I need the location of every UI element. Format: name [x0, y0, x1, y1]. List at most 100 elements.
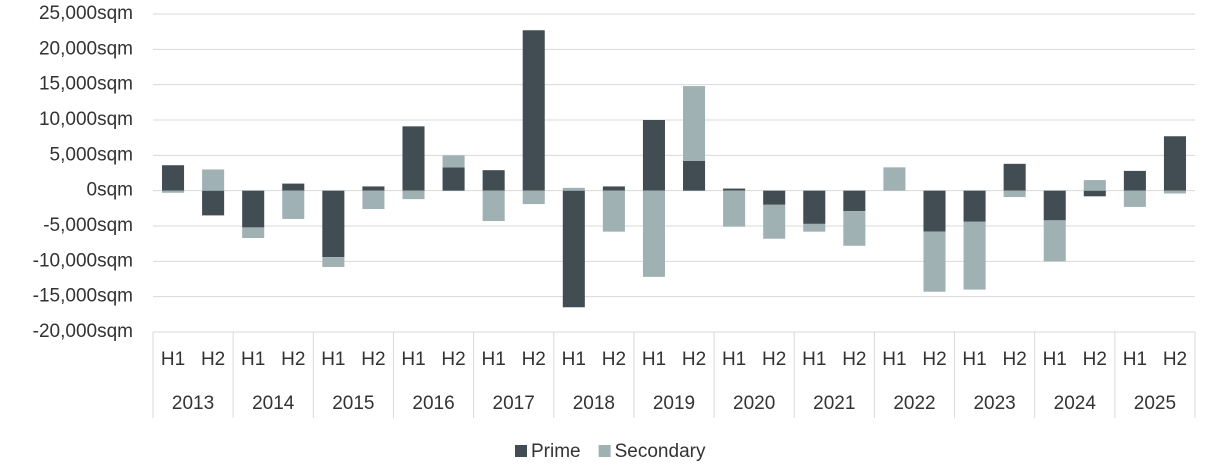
bar: [602, 190, 625, 232]
y-tick-label: 20,000sqm: [39, 38, 133, 59]
legend-label: Secondary: [615, 441, 706, 462]
group-label: 2020: [733, 393, 775, 414]
x-tick-label: H1: [401, 349, 425, 370]
bar: [402, 126, 425, 191]
bar: [242, 190, 265, 228]
x-tick-label: H2: [602, 349, 626, 370]
group-label: 2025: [1134, 393, 1176, 414]
y-tick-label: 15,000sqm: [39, 74, 133, 95]
bar: [522, 190, 545, 205]
group-label: 2019: [653, 393, 695, 414]
x-tick-label: H2: [842, 349, 866, 370]
x-tick-label: H1: [802, 349, 826, 370]
bar: [683, 160, 706, 191]
bar: [1123, 170, 1146, 191]
bar: [963, 221, 986, 290]
bar: [482, 190, 505, 222]
x-tick-label: H1: [482, 349, 506, 370]
legend-swatch: [515, 445, 527, 457]
group-label: 2024: [1054, 393, 1097, 414]
bar: [1043, 190, 1066, 221]
bar: [642, 190, 665, 277]
bar: [362, 190, 385, 210]
bar: [162, 165, 185, 191]
x-tick-label: H2: [441, 349, 465, 370]
bar: [642, 120, 665, 191]
bar: [602, 186, 625, 191]
bar: [683, 86, 706, 161]
group-label: 2021: [813, 393, 855, 414]
bar: [723, 190, 746, 227]
bar: [963, 190, 986, 222]
bar: [1163, 136, 1186, 191]
bar: [282, 190, 305, 219]
bar: [923, 231, 946, 292]
bar: [763, 204, 786, 239]
group-label: 2023: [973, 393, 1015, 414]
bar: [282, 183, 305, 191]
bar: [322, 257, 345, 267]
group-label: 2022: [893, 393, 935, 414]
bar: [1083, 180, 1106, 191]
bar: [162, 190, 185, 193]
x-tick-label: H2: [1163, 349, 1187, 370]
x-tick-label: H2: [762, 349, 786, 370]
x-tick-label: H2: [281, 349, 305, 370]
x-tick-label: H2: [1003, 349, 1027, 370]
bar: [1083, 190, 1106, 197]
x-tick-label: H1: [321, 349, 345, 370]
bar: [322, 190, 345, 258]
legend-swatch: [598, 445, 611, 457]
bar: [362, 186, 385, 191]
bar: [202, 190, 225, 216]
x-tick-label: H1: [161, 349, 185, 370]
bar: [1043, 220, 1066, 262]
y-tick-label: 25,000sqm: [39, 3, 133, 24]
group-label: 2017: [493, 393, 535, 414]
group-label: 2018: [573, 393, 615, 414]
y-tick-label: 5,000sqm: [50, 144, 133, 165]
bar: [442, 167, 465, 191]
bar: [1123, 190, 1146, 207]
bar: [442, 155, 465, 168]
x-tick-label: H1: [882, 349, 906, 370]
bar: [562, 187, 585, 191]
y-tick-label: -5,000sqm: [43, 215, 133, 236]
x-tick-label: H2: [922, 349, 946, 370]
bar: [843, 211, 866, 246]
bar: [923, 190, 946, 232]
bar: [763, 190, 786, 205]
bar: [402, 190, 425, 200]
group-label: 2016: [412, 393, 454, 414]
group-label: 2015: [332, 393, 374, 414]
x-tick-label: H1: [1043, 349, 1067, 370]
x-tick-label: H1: [241, 349, 265, 370]
bar: [843, 190, 866, 212]
x-tick-label: H1: [1123, 349, 1147, 370]
y-tick-label: -15,000sqm: [33, 286, 133, 307]
bar: [803, 223, 826, 232]
y-tick-label: -20,000sqm: [33, 321, 133, 342]
bar: [242, 227, 265, 239]
bar: [202, 169, 225, 191]
y-tick-label: -10,000sqm: [33, 250, 133, 271]
bar: [883, 167, 906, 191]
bar: [1003, 190, 1026, 198]
x-tick-label: H2: [522, 349, 546, 370]
group-label: 2013: [172, 393, 214, 414]
bar: [1163, 190, 1186, 194]
bar: [803, 190, 826, 224]
legend-label: Prime: [531, 441, 581, 462]
bar: [1003, 163, 1026, 191]
group-label: 2014: [252, 393, 295, 414]
bar: [522, 30, 545, 191]
x-tick-label: H1: [562, 349, 586, 370]
bar: [562, 190, 585, 308]
y-tick-label: 0sqm: [87, 180, 133, 201]
x-tick-label: H2: [1083, 349, 1107, 370]
x-tick-label: H1: [722, 349, 746, 370]
bar: [723, 188, 746, 191]
x-tick-label: H2: [682, 349, 706, 370]
x-tick-label: H2: [361, 349, 385, 370]
